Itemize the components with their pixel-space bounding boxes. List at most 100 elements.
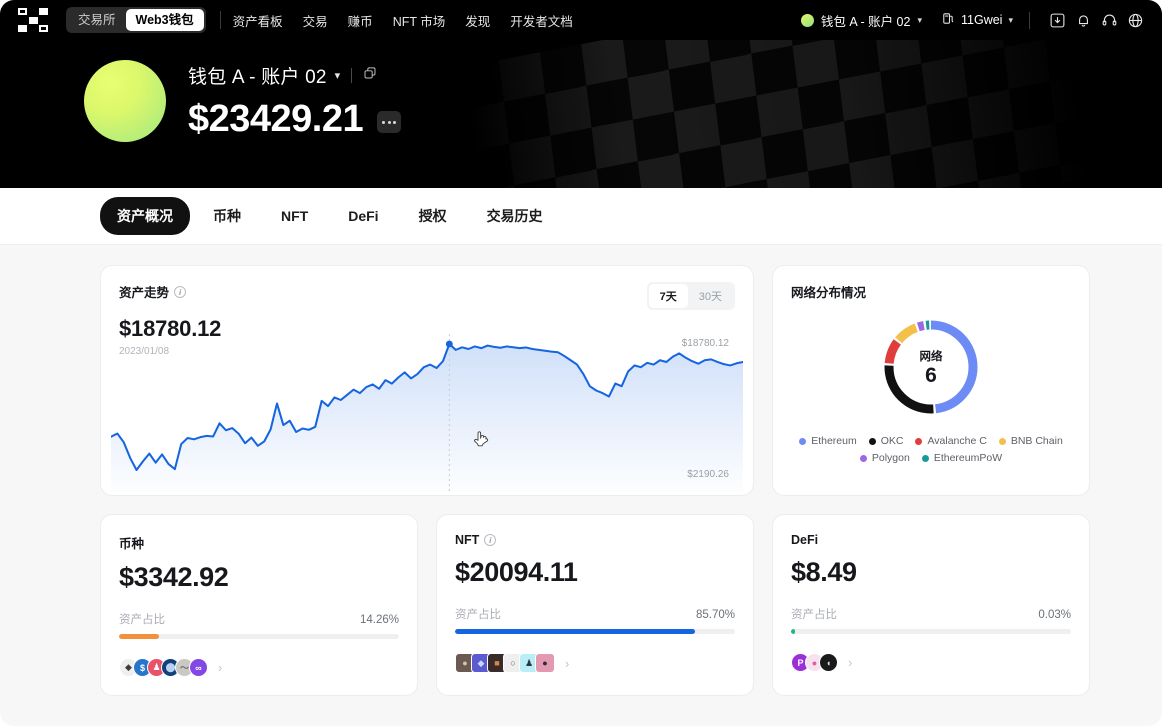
- legend-item-ethereum[interactable]: Ethereum: [799, 435, 857, 447]
- network-donut-chart[interactable]: 网络 6: [877, 313, 985, 421]
- chevron-right-icon[interactable]: ›: [218, 660, 223, 675]
- account-switcher[interactable]: 钱包 A - 账户 02 ▾: [800, 11, 922, 30]
- asset-summary-cards: 币种 $3342.92 资产占比 14.26% ◆ $ ♟ ⬤ 〜 ∞ › NFT i $20094.11…: [100, 514, 1090, 696]
- okx-logo[interactable]: [18, 8, 48, 32]
- legend-swatch: [998, 437, 1006, 445]
- wallet-avatar[interactable]: [84, 60, 166, 142]
- wallet-hero-banner: 钱包 A - 账户 02 ▾ $23429.21: [0, 40, 1162, 188]
- tab-nft[interactable]: NFT: [264, 199, 325, 233]
- asset-trend-plot: [111, 334, 743, 492]
- tab-asset-overview[interactable]: 资产概况: [100, 197, 190, 235]
- info-icon[interactable]: i: [174, 285, 187, 298]
- network-donut-svg: [884, 320, 978, 414]
- legend-swatch: [859, 454, 867, 462]
- asset-ratio-percent: 0.03%: [1038, 609, 1071, 621]
- range-toggle: 7天 30天: [646, 282, 735, 310]
- asset-card-title-defi: DeFi: [791, 533, 819, 547]
- asset-card-defi: DeFi $8.49 资产占比 0.03% P ● ◖ ›: [772, 514, 1090, 696]
- asset-card-title-tokens: 币种: [119, 537, 145, 551]
- account-avatar-icon: [800, 13, 814, 27]
- chevron-right-icon[interactable]: ›: [565, 655, 570, 671]
- asset-trend-card: 资产走势 i 7天 30天 $18780.12 2023/01/08: [100, 265, 754, 496]
- info-icon[interactable]: i: [484, 534, 497, 546]
- more-options-button[interactable]: [377, 111, 402, 133]
- token-icon-dark[interactable]: ◖: [819, 653, 838, 672]
- main-content: 资产走势 i 7天 30天 $18780.12 2023/01/08: [0, 245, 1162, 726]
- tab-tokens[interactable]: 币种: [196, 197, 258, 235]
- nav-link-trade[interactable]: 交易: [302, 14, 328, 29]
- account-name: 钱包 A - 账户 02: [820, 14, 911, 29]
- token-icon-nft-6[interactable]: ●: [535, 653, 555, 673]
- legend-swatch: [921, 454, 929, 462]
- gas-fee-indicator[interactable]: 11Gwei ▾: [942, 12, 1013, 28]
- asset-ratio-label: 资产占比: [455, 609, 501, 621]
- asset-ratio-bar-nft: [455, 629, 735, 634]
- token-icon-matic[interactable]: ∞: [189, 658, 208, 677]
- segment-exchange[interactable]: 交易所: [68, 9, 126, 32]
- asset-token-chips-defi: P ● ◖ ›: [791, 653, 1071, 672]
- asset-token-chips-tokens: ◆ $ ♟ ⬤ 〜 ∞ ›: [119, 658, 399, 677]
- tab-approvals[interactable]: 授权: [402, 197, 464, 235]
- chart-low-label: $2190.26: [687, 469, 729, 480]
- download-icon[interactable]: [1044, 7, 1070, 33]
- network-distribution-card: 网络分布情况 网络 6 Ethereum OKC Avalanche C BNB Ch…: [772, 265, 1090, 496]
- tab-transaction-history[interactable]: 交易历史: [470, 197, 560, 235]
- asset-ratio-bar-fill: [119, 634, 159, 639]
- copy-icon[interactable]: [363, 64, 377, 86]
- chevron-right-icon[interactable]: ›: [848, 655, 853, 670]
- token-icon-nft-1[interactable]: ●: [455, 653, 475, 673]
- asset-card-value-nft: $20094.11: [455, 557, 578, 587]
- globe-icon[interactable]: [1122, 7, 1148, 33]
- asset-trend-chart[interactable]: $18780.12 $2190.26: [111, 334, 743, 492]
- asset-card-value-defi: $8.49: [791, 557, 857, 587]
- network-legend: Ethereum OKC Avalanche C BNB Chain Polygon Et…: [791, 435, 1071, 464]
- legend-label: EthereumPoW: [933, 452, 1003, 464]
- bell-icon[interactable]: [1070, 7, 1096, 33]
- asset-ratio-label: 资产占比: [791, 609, 837, 621]
- okx-logo-icon: [18, 8, 48, 32]
- nav-link-assets[interactable]: 资产看板: [232, 14, 283, 29]
- segment-web3-wallet[interactable]: Web3钱包: [125, 8, 204, 32]
- asset-ratio-label: 资产占比: [119, 614, 165, 626]
- range-30d-button[interactable]: 30天: [688, 284, 733, 308]
- legend-item-bnb-chain[interactable]: BNB Chain: [998, 435, 1063, 447]
- gas-pump-icon: [942, 12, 955, 28]
- asset-ratio-percent: 85.70%: [695, 609, 735, 621]
- token-icon-stack: ● ◆ ■ ○ ♟ ●: [455, 653, 555, 673]
- asset-ratio-percent: 14.26%: [359, 614, 399, 626]
- top-nav-right: 钱包 A - 账户 02 ▾ 11Gwei ▾: [800, 7, 1148, 33]
- donut-center-title: 网络: [919, 351, 943, 363]
- network-distribution-title: 网络分布情况: [791, 286, 867, 300]
- asset-ratio-bar-defi: [791, 629, 1071, 634]
- nav-link-nft-market[interactable]: NFT 市场: [392, 14, 446, 29]
- nav-divider: [219, 11, 221, 29]
- chevron-down-icon[interactable]: ▾: [334, 69, 341, 82]
- tab-defi[interactable]: DeFi: [331, 199, 395, 233]
- asset-ratio-bar-tokens: [119, 634, 399, 639]
- asset-card-title-row-defi: DeFi: [791, 533, 1071, 547]
- legend-item-okc[interactable]: OKC: [868, 435, 903, 447]
- legend-label: Polygon: [871, 452, 910, 464]
- primary-nav-links: 资产看板 交易 赚币 NFT 市场 发现 开发者文档: [233, 11, 573, 30]
- nav-link-earn[interactable]: 赚币: [347, 14, 373, 29]
- asset-card-title-nft: NFT: [455, 533, 480, 547]
- nav-link-discover[interactable]: 发现: [465, 14, 491, 29]
- wallet-balance-row: $23429.21: [188, 97, 402, 141]
- range-7d-button[interactable]: 7天: [648, 284, 688, 308]
- donut-segment-okc[interactable]: [884, 320, 978, 414]
- asset-card-title-row-tokens: 币种: [119, 533, 399, 552]
- legend-label: Avalanche C: [927, 435, 987, 447]
- wallet-balance: $23429.21: [188, 97, 364, 140]
- asset-trend-amount: $18780.12: [119, 316, 222, 341]
- legend-item-polygon[interactable]: Polygon: [859, 452, 910, 464]
- legend-item-avalanche-c[interactable]: Avalanche C: [915, 435, 987, 447]
- legend-item-ethereumpow[interactable]: EthereumPoW: [921, 452, 1003, 464]
- nav-link-developer-docs[interactable]: 开发者文档: [510, 14, 573, 29]
- chevron-down-icon: ▾: [917, 14, 922, 25]
- asset-ratio-row-defi: 资产占比 0.03%: [791, 606, 1071, 622]
- headset-icon[interactable]: [1096, 7, 1122, 33]
- token-icon-nft-2[interactable]: ◆: [471, 653, 491, 673]
- donut-center-value: 6: [925, 364, 937, 387]
- legend-label: BNB Chain: [1010, 435, 1063, 447]
- donut-segment-ethereum[interactable]: [884, 320, 978, 414]
